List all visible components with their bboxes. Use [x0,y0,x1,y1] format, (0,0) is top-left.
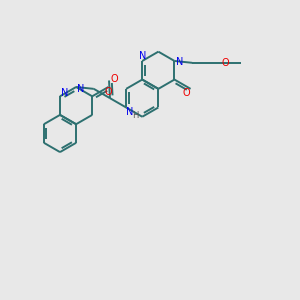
Text: N: N [77,83,84,94]
Text: N: N [126,107,134,117]
Text: H: H [132,111,138,120]
Text: O: O [104,86,112,97]
Text: O: O [182,88,190,98]
Text: O: O [111,74,118,84]
Text: N: N [61,88,68,98]
Text: O: O [222,58,229,68]
Text: N: N [139,51,146,61]
Text: N: N [176,57,184,67]
